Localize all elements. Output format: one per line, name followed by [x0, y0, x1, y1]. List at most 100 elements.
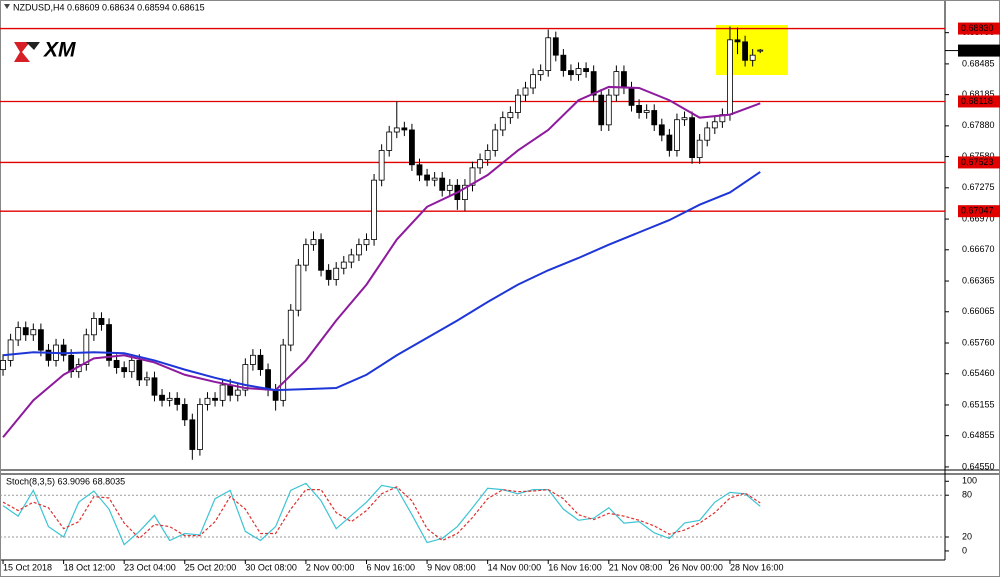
y-tick-label: 0.65460 [962, 368, 995, 378]
candle-body [136, 360, 143, 381]
candle-body [37, 329, 44, 351]
candle-body [378, 150, 385, 181]
candle-body [386, 131, 393, 151]
highlight-box [716, 25, 788, 75]
y-tick-label: 0.67580 [962, 151, 995, 161]
last-price-box [958, 44, 1000, 57]
moving-average [2, 171, 761, 392]
candle-body [128, 360, 135, 373]
candle-body [552, 37, 559, 56]
candle-body [325, 269, 332, 280]
candle-body [250, 354, 256, 365]
candle-body [318, 239, 324, 271]
candle-body [416, 164, 423, 176]
candle-body [651, 110, 658, 126]
y-tick-label: 0.68185 [962, 89, 995, 99]
candle-body [0, 360, 6, 371]
x-tick-label: 21 Nov 08:00 [609, 562, 663, 572]
candle-body [401, 127, 408, 131]
candle-body [295, 264, 302, 311]
candle-body [742, 41, 748, 61]
candle-body [212, 397, 218, 401]
candle-body [83, 334, 90, 365]
candle-body [30, 329, 37, 336]
logo-mark [14, 42, 30, 62]
candle-body [439, 177, 446, 191]
candle-body [219, 384, 226, 401]
candle-body [174, 397, 181, 405]
level-label-box [958, 95, 1000, 108]
x-tick-label: 25 Oct 20:00 [185, 562, 237, 572]
y-tick-label: 0.68485 [962, 58, 995, 68]
candle-body [613, 71, 620, 96]
candle-body [257, 354, 264, 371]
candle-body [696, 139, 703, 159]
candle-body [469, 167, 476, 186]
candle-body [674, 119, 680, 151]
candle-body [181, 404, 188, 421]
candle-body [545, 37, 552, 71]
candle-body [658, 124, 665, 136]
logo: XM [14, 39, 76, 62]
y-tick-label: 0.67880 [962, 120, 995, 130]
y-tick-label: 0.65155 [962, 399, 995, 409]
candle-body [598, 94, 605, 126]
candle-body [560, 54, 567, 71]
candle-body [583, 68, 589, 72]
x-tick-label: 16 Nov 16:00 [548, 562, 602, 572]
candle-body [333, 267, 340, 280]
y-tick-label: 0.64550 [962, 461, 995, 471]
x-tick-label: 9 Nov 08:00 [427, 562, 476, 572]
candle-body [666, 134, 673, 151]
candle-body [287, 309, 294, 346]
candle-body [393, 127, 400, 133]
level-label: 0.68830 [961, 23, 994, 33]
level-label-box [958, 205, 1000, 218]
x-tick-label: 26 Nov 00:00 [669, 562, 723, 572]
y-tick-label: 0.66065 [962, 306, 995, 316]
candle-body [499, 117, 506, 131]
candle-body [530, 74, 536, 89]
candle-body [143, 377, 150, 381]
candle-body [734, 39, 741, 43]
candle-body [151, 377, 158, 396]
candle-body [310, 239, 317, 246]
x-tick-label: 6 Nov 16:00 [366, 562, 415, 572]
candle-body [45, 349, 52, 361]
candle-body [166, 397, 173, 401]
candle-body [371, 179, 377, 240]
y-tick-label: 0.64855 [962, 430, 995, 440]
candle-body [424, 174, 430, 181]
stoch-line [2, 482, 761, 546]
candle-body [711, 121, 718, 129]
candle-body [189, 419, 196, 450]
x-tick-label: 15 Oct 2018 [3, 562, 52, 572]
level-label-box [958, 156, 1000, 169]
candle-body [515, 94, 521, 113]
candle-body [204, 397, 211, 405]
candle-body [197, 404, 203, 450]
candle-body [409, 129, 415, 166]
y-tick-label: 0.67275 [962, 182, 995, 192]
candle-body [507, 112, 514, 119]
stoch-line [2, 486, 761, 542]
candle-body [537, 70, 544, 76]
candle-body [90, 318, 97, 336]
candle-body [522, 87, 529, 96]
moving-average [2, 85, 761, 438]
candle-body [575, 68, 582, 76]
candle-body [348, 254, 355, 263]
y-tick-label: 0.66670 [962, 244, 995, 254]
candle-body [681, 117, 688, 121]
x-tick-label: 23 Oct 04:00 [124, 562, 176, 572]
candle-body [22, 327, 29, 336]
candle-body [689, 117, 695, 159]
indicator-y-tick-label: 20 [962, 531, 972, 541]
candle-body [590, 71, 597, 96]
candle-body [628, 87, 635, 106]
candle-body [303, 244, 309, 266]
y-tick-label: 0.66365 [962, 275, 995, 285]
candle-body [749, 54, 756, 61]
